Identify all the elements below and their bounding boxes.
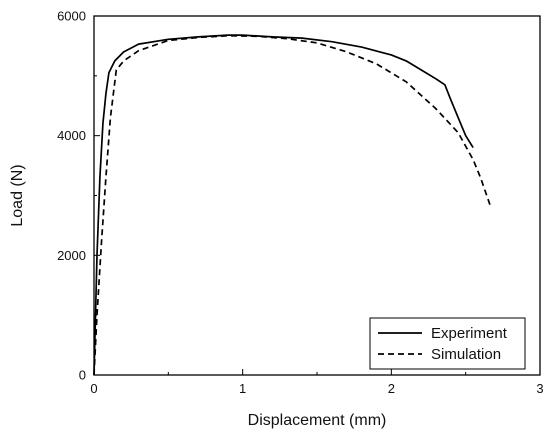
y-tick-label-0: 0: [79, 368, 86, 383]
y-tick-label-1: 2000: [57, 248, 86, 263]
plot-frame: [93, 15, 541, 376]
x-tick-label-2: 2: [388, 381, 395, 396]
y-axis-title: Load (N): [9, 164, 26, 226]
legend: Experiment Simulation: [369, 317, 526, 370]
legend-label-experiment: Experiment: [431, 325, 508, 342]
y-tick-label-3: 6000: [57, 9, 86, 24]
x-tick-label-3: 3: [536, 381, 543, 396]
series-line-experiment: [93, 34, 474, 376]
series-line-simulation: [93, 34, 492, 376]
x-axis-title: Displacement (mm): [248, 412, 387, 429]
legend-label-simulation: Simulation: [431, 346, 501, 363]
series-layer: [93, 34, 492, 376]
x-tick-label-0: 0: [90, 381, 97, 396]
x-tick-label-1: 1: [239, 381, 246, 396]
y-tick-label-2: 4000: [57, 128, 86, 143]
legend-box: [369, 317, 526, 370]
